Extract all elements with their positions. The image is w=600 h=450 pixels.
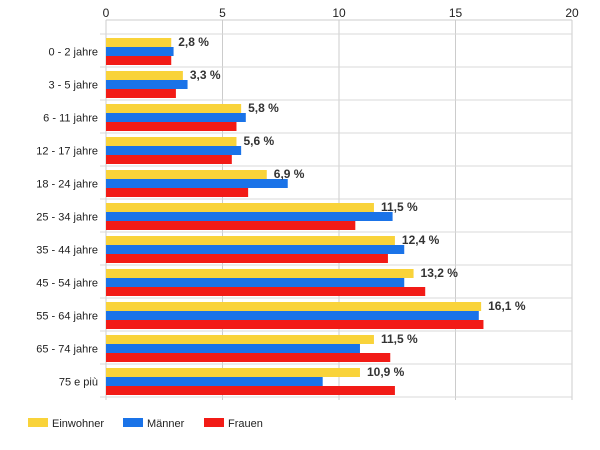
category-label: 25 - 34 jahre [36, 212, 98, 224]
data-label: 16,1 % [488, 299, 526, 313]
category-label: 45 - 54 jahre [36, 278, 98, 290]
bar-maenner [106, 113, 246, 122]
bar-einwohner [106, 302, 482, 311]
data-label: 6,9 % [274, 167, 305, 181]
bar-frauen [106, 353, 391, 362]
category-label: 18 - 24 jahre [36, 179, 98, 191]
bar-einwohner [106, 236, 395, 245]
bar-frauen [106, 254, 388, 263]
bar-einwohner [106, 71, 183, 80]
data-label: 2,8 % [178, 35, 209, 49]
x-tick-label: 10 [332, 6, 346, 20]
category-label: 55 - 64 jahre [36, 311, 98, 323]
legend-label: Männer [147, 418, 185, 430]
bar-maenner [106, 278, 405, 287]
bar-frauen [106, 320, 484, 329]
bar-einwohner [106, 104, 242, 113]
data-label: 5,6 % [243, 134, 274, 148]
bar-einwohner [106, 38, 172, 47]
bar-maenner [106, 245, 405, 254]
category-labels: 0 - 2 jahre 3 - 5 jahre 6 - 11 jahre 12 - 1… [36, 47, 98, 389]
category-label: 35 - 44 jahre [36, 245, 98, 257]
bar-maenner [106, 47, 174, 56]
bar-maenner [106, 146, 242, 155]
x-tick-label: 20 [565, 6, 579, 20]
bar-maenner [106, 179, 288, 188]
bar-einwohner [106, 203, 374, 212]
bar-maenner [106, 80, 188, 89]
category-label: 3 - 5 jahre [48, 80, 98, 92]
bar-frauen [106, 386, 395, 395]
x-tick-label: 5 [219, 6, 226, 20]
legend-swatch [204, 418, 224, 427]
x-axis-tick-labels: 0 5 10 15 20 [103, 6, 579, 20]
bar-frauen [106, 89, 176, 98]
bar-frauen [106, 122, 237, 131]
data-label: 11,5 % [381, 332, 418, 346]
data-label: 5,8 % [248, 101, 279, 115]
grid-lines [100, 19, 573, 400]
bar-einwohner [106, 269, 414, 278]
bar-maenner [106, 344, 360, 353]
data-label: 10,9 % [367, 365, 405, 379]
bar-maenner [106, 212, 393, 221]
category-label: 6 - 11 jahre [43, 113, 98, 125]
data-labels: 2,8 % 3,3 % 5,8 % 5,6 % 6,9 % 11,5 % 12,4 % 13,… [178, 35, 526, 379]
category-label: 12 - 17 jahre [36, 146, 98, 158]
legend-swatch [123, 418, 143, 427]
data-label: 12,4 % [402, 233, 440, 247]
bar-frauen [106, 221, 356, 230]
category-label: 65 - 74 jahre [36, 344, 98, 356]
bar-frauen [106, 56, 172, 65]
bar-einwohner [106, 335, 374, 344]
bar-frauen [106, 287, 426, 296]
legend-label: Frauen [228, 418, 263, 430]
legend-label: Einwohner [52, 418, 104, 430]
bar-einwohner [106, 170, 267, 179]
bar-frauen [106, 155, 232, 164]
category-label: 0 - 2 jahre [48, 47, 98, 59]
data-label: 11,5 % [381, 200, 418, 214]
legend: Einwohner Männer Frauen [28, 418, 263, 430]
data-label: 3,3 % [190, 68, 221, 82]
bar-einwohner [106, 368, 360, 377]
bar-maenner [106, 377, 323, 386]
legend-swatch [28, 418, 48, 427]
x-tick-label: 15 [449, 6, 463, 20]
bar-maenner [106, 311, 479, 320]
bars [106, 38, 484, 395]
bar-einwohner [106, 137, 237, 146]
data-label: 13,2 % [421, 266, 459, 280]
category-label: 75 e più [59, 377, 98, 389]
bar-frauen [106, 188, 249, 197]
x-tick-label: 0 [103, 6, 110, 20]
